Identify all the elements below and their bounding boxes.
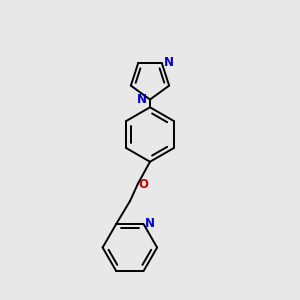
Text: N: N bbox=[137, 93, 147, 106]
Text: N: N bbox=[164, 56, 174, 69]
Text: N: N bbox=[145, 217, 155, 230]
Text: O: O bbox=[139, 178, 148, 191]
